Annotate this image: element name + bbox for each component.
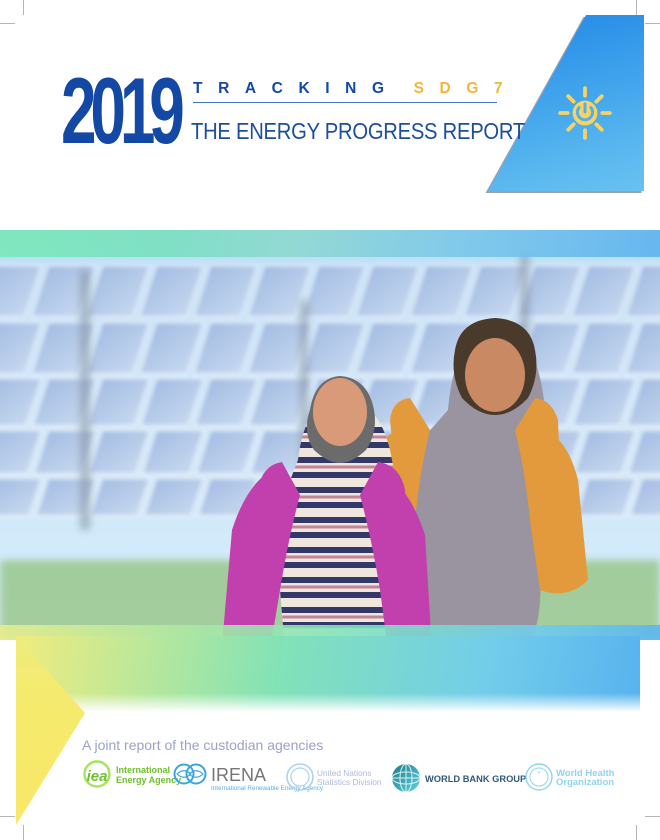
svg-text:International: International [116,765,170,775]
svg-text:IRENA: IRENA [211,765,266,785]
svg-text:WORLD BANK GROUP: WORLD BANK GROUP [425,774,526,784]
svg-text:iea: iea [87,768,108,785]
svg-text:Statistics Division: Statistics Division [317,777,382,787]
svg-text:Organization: Organization [556,777,614,788]
svg-text:Energy Agency: Energy Agency [116,775,181,785]
svg-text:+: + [537,771,541,777]
